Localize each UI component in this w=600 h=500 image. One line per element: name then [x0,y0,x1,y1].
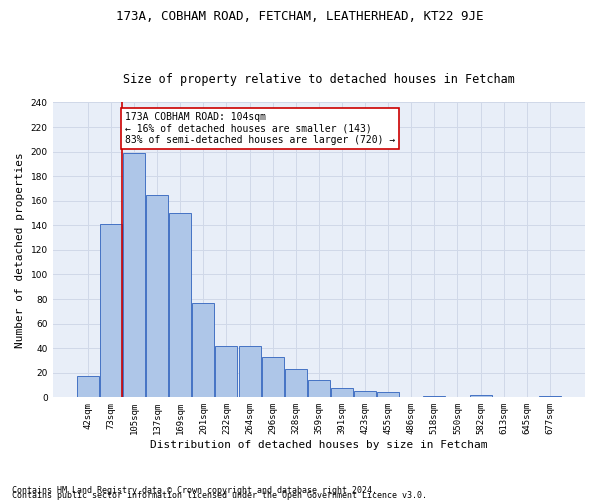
Bar [262,357,284,398]
Text: Contains HM Land Registry data © Crown copyright and database right 2024.: Contains HM Land Registry data © Crown c… [12,486,377,495]
Bar [285,369,307,398]
Bar [377,392,399,398]
Text: 173A COBHAM ROAD: 104sqm
← 16% of detached houses are smaller (143)
83% of semi-: 173A COBHAM ROAD: 104sqm ← 16% of detach… [125,112,395,146]
Text: Contains public sector information licensed under the Open Government Licence v3: Contains public sector information licen… [12,491,427,500]
Bar [123,153,145,398]
Title: Size of property relative to detached houses in Fetcham: Size of property relative to detached ho… [123,73,515,86]
Bar [169,213,191,398]
Bar [354,391,376,398]
Bar [539,396,561,398]
Bar [470,395,491,398]
Y-axis label: Number of detached properties: Number of detached properties [15,152,25,348]
Bar [239,346,260,398]
Bar [146,194,168,398]
Bar [193,302,214,398]
Bar [308,380,330,398]
X-axis label: Distribution of detached houses by size in Fetcham: Distribution of detached houses by size … [150,440,488,450]
Bar [100,224,122,398]
Bar [215,346,238,398]
Bar [424,396,445,398]
Bar [77,376,99,398]
Text: 173A, COBHAM ROAD, FETCHAM, LEATHERHEAD, KT22 9JE: 173A, COBHAM ROAD, FETCHAM, LEATHERHEAD,… [116,10,484,23]
Bar [331,388,353,398]
